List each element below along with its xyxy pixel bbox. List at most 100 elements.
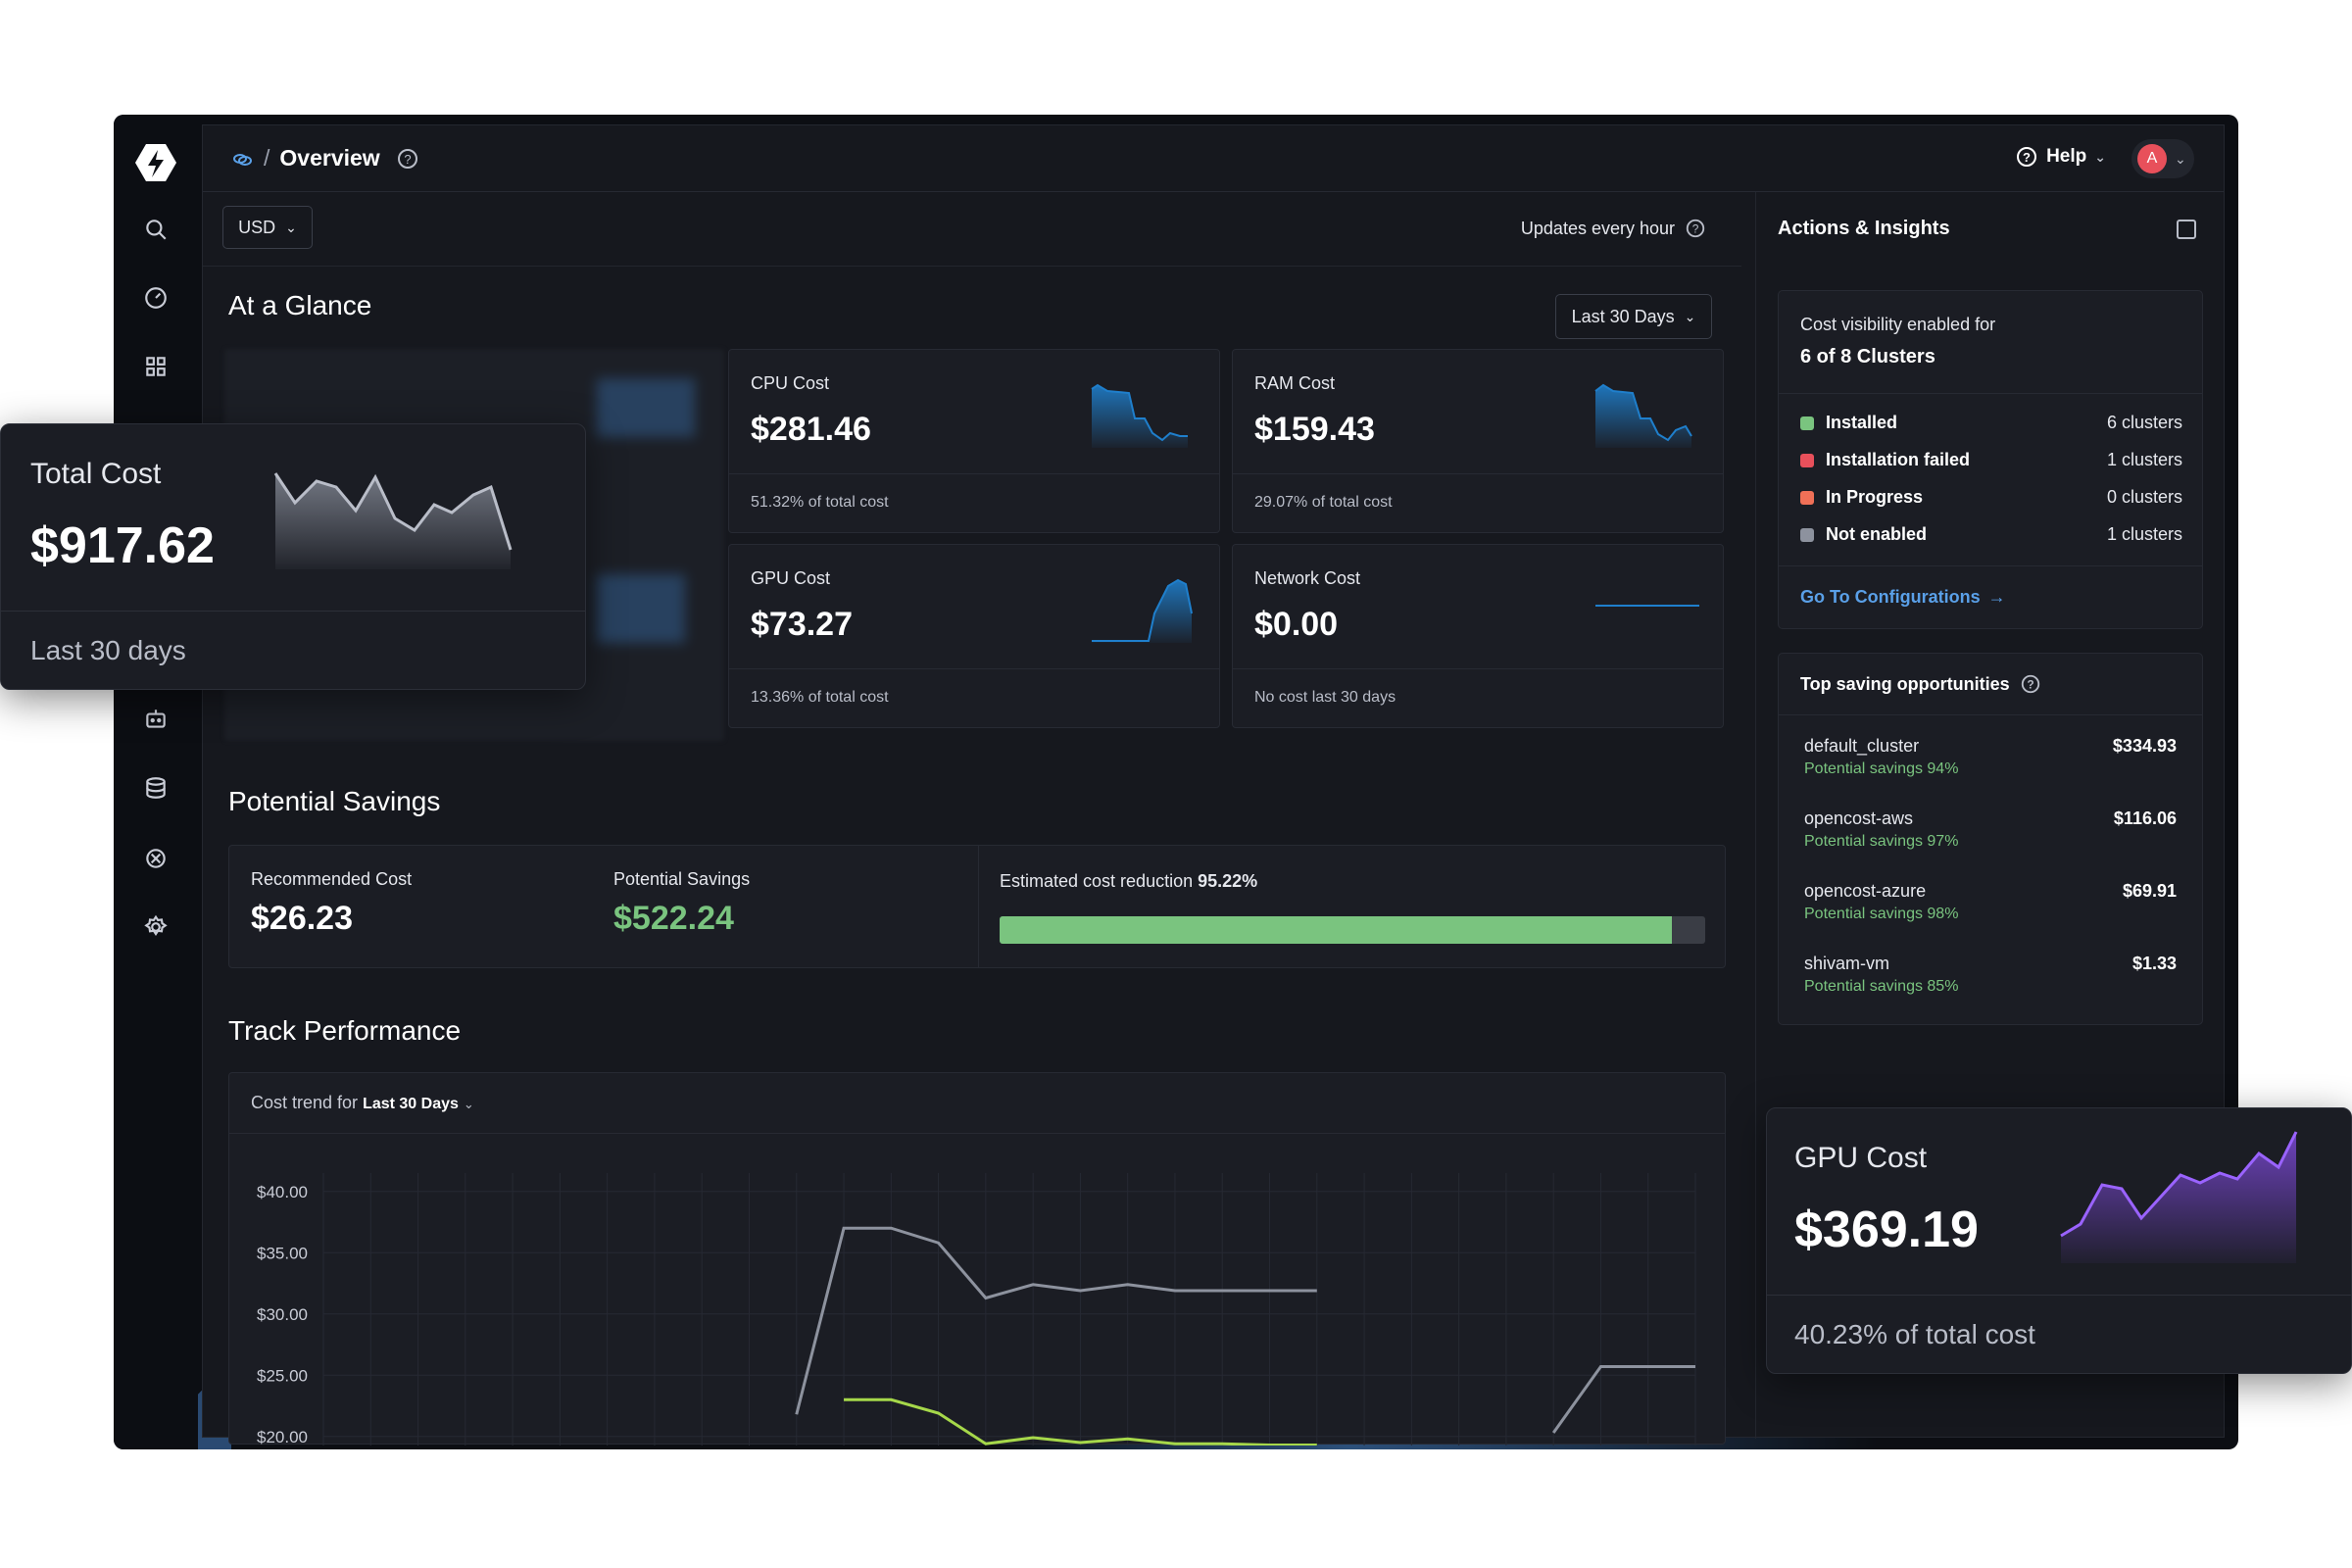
cloud-icon[interactable] [230,147,254,171]
opportunity-item[interactable]: default_cluster $334.93 Potential saving… [1804,736,2177,778]
status-row: In Progress 0 clusters [1800,487,2182,508]
logo-icon[interactable] [131,138,180,187]
visibility-label: Cost visibility enabled for [1800,315,1996,334]
insights-panel: Actions & Insights Cost visibility enabl… [1755,192,2226,1439]
database-icon[interactable] [141,773,171,803]
status-name: In Progress [1826,487,1924,507]
card-label: RAM Cost [1254,373,1336,393]
breadcrumb: / Overview ? [230,145,419,172]
question-icon: ? [2017,147,2037,167]
update-frequency: Updates every hour ? [1521,218,1706,239]
gpu-cost-float-card: GPU Cost $369.19 40.23% of total cost [1766,1107,2352,1374]
estimated-reduction: Estimated cost reduction 95.22% [1000,871,1257,892]
gpu-sparkline [1092,578,1193,643]
status-dot [1800,453,1814,467]
estimate-value: 95.22% [1198,871,1258,891]
status-count: 0 clusters [2106,487,2182,507]
status-dot [1800,416,1814,430]
cluster-potential: Potential savings 98% [1804,906,1959,922]
status-count: 6 clusters [2106,413,2182,432]
dashboard-gauge-icon[interactable] [141,283,171,313]
range-select[interactable]: Last 30 Days ⌄ [1555,294,1712,339]
svg-text:?: ? [2023,150,2031,165]
user-menu-button[interactable]: A ⌄ [2132,139,2194,178]
y-tick-label: $25.00 [257,1366,308,1385]
cluster-amount: $69.91 [2122,881,2177,901]
visibility-card: Cost visibility enabled for 6 of 8 Clust… [1778,290,2203,629]
float-value: $369.19 [1794,1201,1979,1258]
insights-title: Actions & Insights [1778,218,1950,239]
performance-card: Cost trend for Last 30 Days ⌄ $40.00 $35.… [228,1072,1726,1446]
help-label: Help [2046,146,2087,167]
cluster-name: opencost-azure [1804,881,1927,901]
cpu-cost-card[interactable]: CPU Cost $281.46 51.32% of total cost [728,349,1220,533]
cluster-amount: $116.06 [2113,808,2177,828]
ai-knot-icon[interactable] [141,844,171,873]
network-cost-card[interactable]: Network Cost $0.00 No cost last 30 days [1232,544,1724,728]
status-count: 1 clusters [2106,450,2182,469]
settings-gear-icon[interactable] [141,912,171,942]
float-footer: 40.23% of total cost [1767,1295,2351,1373]
robot-icon[interactable] [141,705,171,734]
status-row: Installed 6 clusters [1800,413,2182,433]
chevron-down-icon: ⌄ [285,219,297,235]
svg-text:?: ? [2027,678,2034,692]
trend-selector[interactable]: Cost trend for Last 30 Days ⌄ [229,1073,1725,1134]
main-content: USD ⌄ Updates every hour ? At a Glance L… [203,192,1741,1446]
card-label: CPU Cost [751,373,830,393]
currency-select[interactable]: USD ⌄ [222,206,313,249]
gpu-cost-sparkline [2060,1131,2298,1263]
float-footer: Last 30 days [1,611,585,689]
card-value: $159.43 [1254,411,1375,448]
cluster-potential: Potential savings 94% [1804,760,1959,777]
opportunity-item[interactable]: shivam-vm $1.33 Potential savings 85% [1804,954,2177,996]
gpu-cost-card[interactable]: GPU Cost $73.27 13.36% of total cost [728,544,1220,728]
chevron-down-icon: ⌄ [463,1097,474,1111]
cluster-potential: Potential savings 97% [1804,833,1959,850]
status-row: Not enabled 1 clusters [1800,524,2182,545]
float-label: GPU Cost [1794,1142,1928,1174]
toolbar: USD ⌄ Updates every hour ? [203,192,1741,267]
series-line-1 [844,1397,1317,1446]
float-label: Total Cost [30,458,162,490]
card-footer: No cost last 30 days [1233,668,1723,727]
cluster-name: default_cluster [1804,736,1920,756]
help-circle-icon[interactable]: ? [2020,673,2041,695]
avatar: A [2137,144,2167,173]
opportunity-item[interactable]: opencost-aws $116.06 Potential savings 9… [1804,808,2177,851]
trend-label: Cost trend for [251,1093,359,1112]
link-label: Go To Configurations [1800,587,1981,607]
grid-icon[interactable] [141,352,171,381]
opportunity-item[interactable]: opencost-azure $69.91 Potential savings … [1804,881,2177,923]
arrow-right-icon: → [1987,587,2006,607]
visibility-count: 6 of 8 Clusters [1800,346,1936,368]
search-icon[interactable] [141,215,171,244]
help-circle-icon[interactable]: ? [396,147,419,171]
progress-fill [1000,916,1672,944]
go-to-configurations-link[interactable]: Go To Configurations → [1800,587,2006,608]
panel-collapse-icon[interactable] [2177,220,2196,239]
status-row: Installation failed 1 clusters [1800,450,2182,470]
float-value: $917.62 [30,517,215,574]
recommended-label: Recommended Cost [251,869,413,889]
network-sparkline [1595,605,1699,607]
y-tick-label: $20.00 [257,1428,308,1446]
page-title: Overview [279,145,380,171]
breadcrumb-separator: / [264,145,270,171]
ram-cost-card[interactable]: RAM Cost $159.43 29.07% of total cost [1232,349,1724,533]
top-savings-title: Top saving opportunities ? [1800,673,2041,695]
potential-savings: Potential Savings $522.24 [613,869,750,938]
card-label: Network Cost [1254,568,1361,588]
recommended-value: $26.23 [251,900,353,937]
card-footer: 51.32% of total cost [729,473,1219,532]
status-count: 1 clusters [2106,524,2182,544]
help-menu-button[interactable]: ? Help ⌄ [2015,145,2106,169]
potential-label: Potential Savings [613,869,751,889]
currency-value: USD [238,217,276,237]
range-value: Last 30 Days [1571,306,1675,326]
card-value: $281.46 [751,411,871,448]
divider [1779,565,2202,566]
help-circle-icon[interactable]: ? [1685,218,1706,239]
update-frequency-label: Updates every hour [1520,218,1675,238]
card-footer: 29.07% of total cost [1233,473,1723,532]
